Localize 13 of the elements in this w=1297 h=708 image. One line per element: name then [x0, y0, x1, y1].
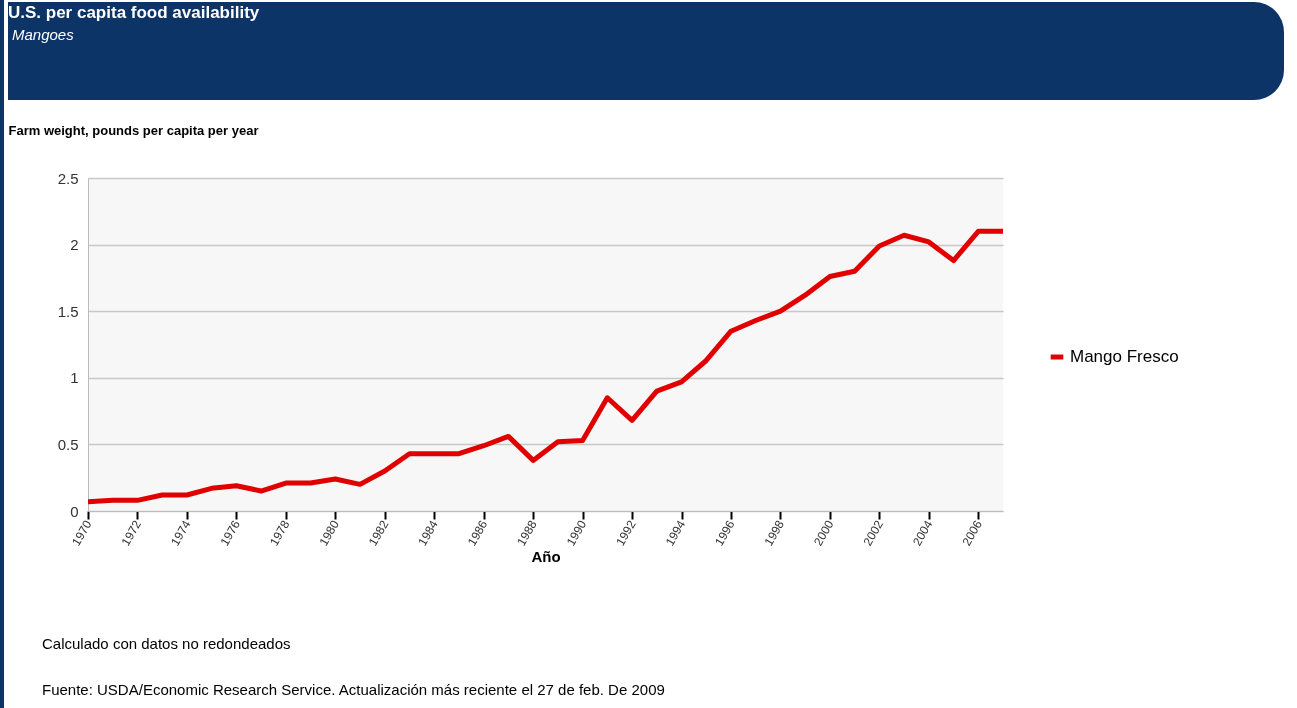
chart-subtitle: Mangoes [12, 26, 75, 43]
y-tick-label: 0 [70, 502, 79, 520]
y-tick-label: 1 [70, 369, 79, 387]
legend-label: Mango Fresco [1070, 347, 1179, 366]
y-tick-label: 2.5 [57, 169, 79, 187]
y-tick-label: 0.5 [57, 435, 79, 453]
text: Calculado con datos no redondeados [42, 635, 291, 652]
y-tick-label: 1.5 [57, 302, 79, 320]
x-axis-title: Año [531, 547, 561, 565]
y-tick-label: 2 [70, 236, 79, 254]
chart-title: U.S. per capita food availability [8, 3, 260, 22]
source-note: Fuente: USDA/Economic Research Service. Actualización más reciente el 27 de feb. De 2009 [42, 681, 665, 698]
y-axis-title: Farm weight, pounds per capita per year [8, 122, 259, 138]
